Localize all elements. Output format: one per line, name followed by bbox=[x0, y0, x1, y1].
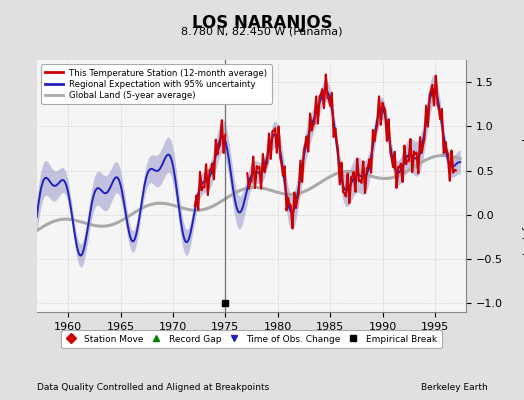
Legend: Station Move, Record Gap, Time of Obs. Change, Empirical Break: Station Move, Record Gap, Time of Obs. C… bbox=[61, 330, 442, 348]
Text: LOS NARANJOS: LOS NARANJOS bbox=[192, 14, 332, 32]
Text: 8.780 N, 82.450 W (Panama): 8.780 N, 82.450 W (Panama) bbox=[181, 26, 343, 36]
Text: Data Quality Controlled and Aligned at Breakpoints: Data Quality Controlled and Aligned at B… bbox=[37, 383, 269, 392]
Y-axis label: Temperature Anomaly (°C): Temperature Anomaly (°C) bbox=[521, 116, 524, 256]
Legend: This Temperature Station (12-month average), Regional Expectation with 95% uncer: This Temperature Station (12-month avera… bbox=[41, 64, 272, 104]
Text: Berkeley Earth: Berkeley Earth bbox=[421, 383, 487, 392]
